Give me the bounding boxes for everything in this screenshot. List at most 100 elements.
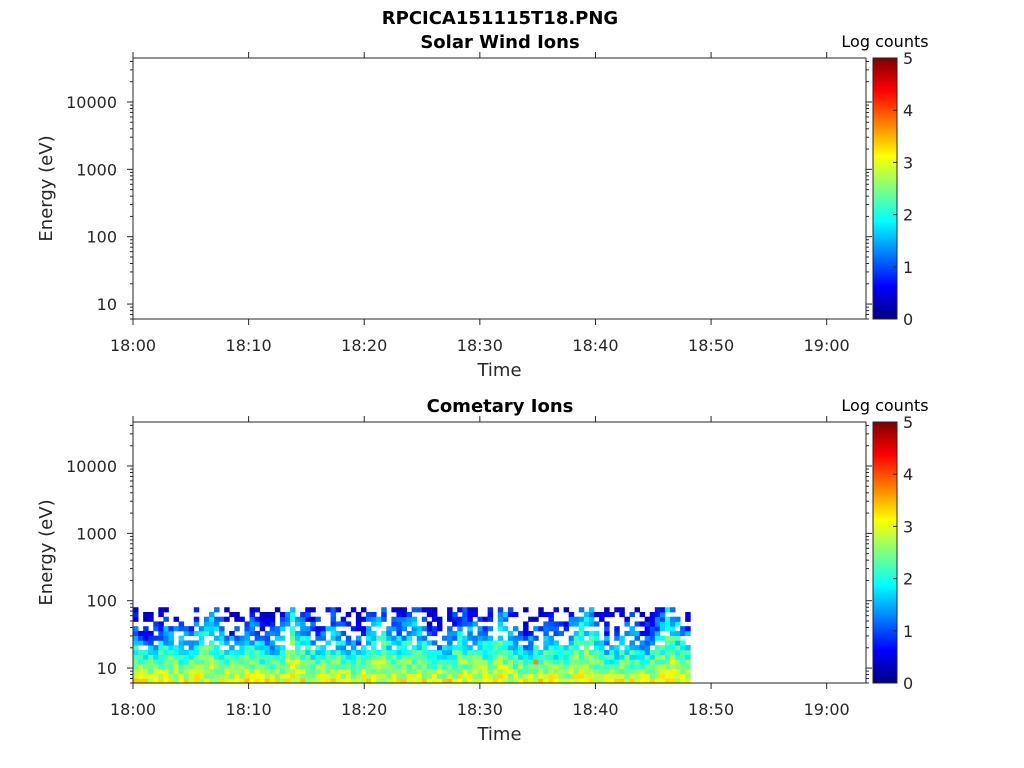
spectrogram-cell: [436, 673, 443, 679]
spectrogram-cell: [133, 607, 139, 613]
spectrogram-cell: [477, 654, 483, 660]
spectrogram-cell: [371, 616, 377, 622]
spectrogram-cell: [507, 635, 514, 641]
spectrogram-cell: [538, 626, 544, 632]
spectrogram-cell: [477, 640, 483, 646]
spectrogram-cell: [168, 654, 174, 660]
spectrogram-cell: [153, 621, 159, 627]
spectrogram-cell: [654, 645, 661, 651]
spectrogram-cell: [143, 649, 149, 655]
spectrogram-cell: [659, 611, 666, 618]
spectrogram-cell: [173, 654, 179, 660]
spectrogram-cell: [507, 654, 514, 660]
spectrogram-cell: [421, 649, 428, 655]
spectrogram-cell: [335, 649, 342, 655]
spectrogram-cell: [335, 630, 342, 637]
spectrogram-cell: [619, 649, 625, 655]
spectrogram-cell: [467, 626, 473, 632]
spectrogram-cell: [345, 678, 352, 684]
spectrogram-cell: [457, 616, 463, 622]
spectrogram-cell: [426, 678, 433, 684]
spectrogram-cell: [396, 635, 402, 641]
spectrogram-cell: [340, 678, 347, 684]
spectrogram-cell: [269, 621, 276, 627]
spectrogram-cell: [563, 654, 570, 660]
spectrogram-cell: [345, 673, 352, 679]
spectrogram-cell: [634, 630, 641, 637]
spectrogram-cell: [619, 678, 625, 684]
x-tick-label: 19:00: [804, 336, 850, 355]
spectrogram-cell: [366, 668, 372, 674]
spectrogram-cell: [371, 635, 377, 641]
spectrogram-cell: [447, 607, 453, 613]
spectrogram-cell: [664, 635, 671, 641]
spectrogram-cell: [497, 611, 504, 618]
spectrogram-cell: [168, 635, 174, 641]
spectrogram-cell: [436, 664, 443, 670]
spectrogram-cell: [376, 668, 382, 674]
spectrogram-cell: [259, 649, 266, 655]
spectrogram-cell: [533, 649, 539, 655]
spectrogram-cell: [659, 621, 666, 627]
spectrogram-cell: [208, 678, 215, 684]
spectrogram-cell: [178, 621, 185, 627]
spectrogram-cell: [659, 649, 666, 655]
spectrogram-cell: [543, 611, 549, 618]
spectrogram-cell: [320, 659, 326, 665]
spectrogram-cell: [431, 673, 438, 679]
spectrogram-cell: [497, 626, 504, 632]
spectrogram-cell: [158, 635, 164, 641]
spectrogram-cell: [472, 678, 478, 684]
spectrogram-cell: [188, 645, 195, 651]
spectrogram-cell: [335, 640, 342, 646]
spectrogram-cell: [188, 664, 195, 670]
spectrogram-cell: [325, 607, 331, 613]
spectrogram-cell: [654, 626, 661, 632]
spectrogram-cell: [528, 659, 534, 665]
spectrogram-cell: [386, 678, 392, 684]
spectrogram-cell: [649, 654, 656, 660]
spectrogram-cell: [416, 630, 423, 637]
spectrogram-cell: [447, 659, 453, 665]
spectrogram-cell: [330, 659, 337, 665]
spectrogram-cell: [583, 668, 590, 674]
spectrogram-cell: [158, 621, 164, 627]
spectrogram-cell: [497, 616, 504, 622]
spectrogram-cell: [340, 659, 347, 665]
spectrogram-cell: [543, 668, 549, 674]
spectrogram-cell: [229, 635, 235, 641]
spectrogram-cell: [553, 673, 559, 679]
spectrogram-cell: [411, 659, 418, 665]
spectrogram-cell: [649, 611, 656, 618]
spectrogram-cell: [492, 659, 499, 665]
spectrogram-cell: [310, 649, 316, 655]
spectrogram-cell: [644, 649, 651, 655]
spectrogram-cell: [462, 673, 468, 679]
spectrogram-cell: [512, 611, 519, 618]
spectrogram-cell: [457, 621, 463, 627]
panel-cometary-ions: Cometary Ions 18:00 18:10 18:20 18:30 18:40 1…: [36, 396, 929, 745]
spectrogram-cell: [654, 630, 661, 637]
spectrogram-cell: [295, 673, 301, 679]
spectrogram-cell: [457, 659, 463, 665]
spectrogram-cell: [193, 649, 200, 655]
spectrogram-cell: [416, 635, 423, 641]
spectrogram-cell: [594, 630, 600, 637]
spectrogram-cell: [290, 659, 296, 665]
spectrogram-cell: [305, 626, 311, 632]
spectrogram-cell: [244, 630, 250, 637]
spectrogram-cell: [659, 678, 666, 684]
spectrogram-cell: [578, 664, 585, 670]
spectrogram-cell: [234, 649, 240, 655]
y-axis: 10 100 1000 10000: [66, 60, 872, 320]
spectrogram-cell: [543, 630, 549, 637]
spectrogram-cell: [447, 626, 453, 632]
spectrogram-cell: [330, 635, 337, 641]
spectrogram-cell: [193, 668, 200, 674]
spectrogram-cell: [290, 668, 296, 674]
spectrogram-cell: [548, 673, 554, 679]
spectrogram-cell: [391, 668, 397, 674]
spectrogram-cell: [198, 668, 205, 674]
spectrogram-cell: [588, 635, 595, 641]
spectrogram-cell: [588, 664, 595, 670]
